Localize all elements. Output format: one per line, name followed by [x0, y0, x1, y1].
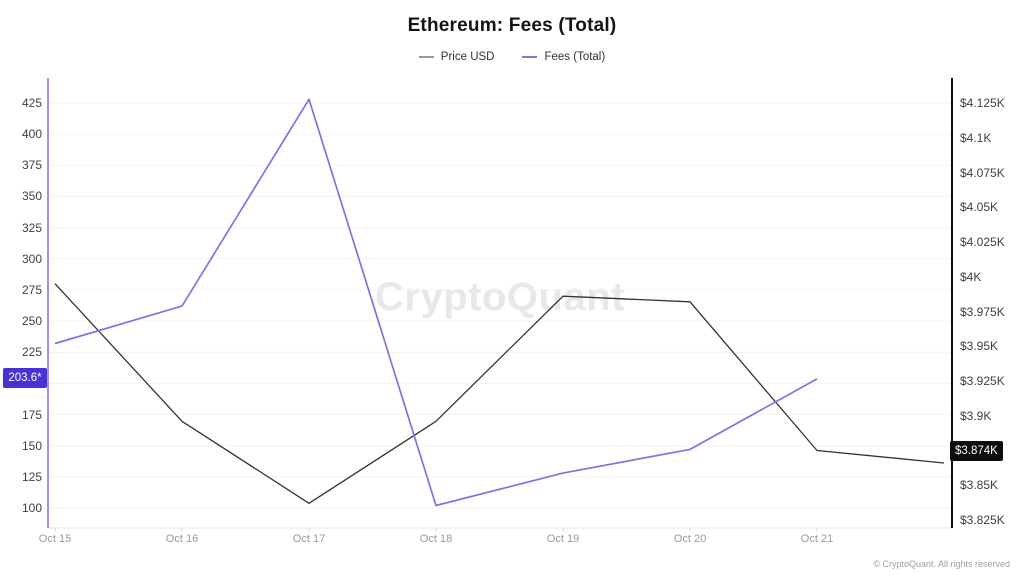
right-axis-tick-label: $3.9K [960, 408, 992, 423]
left-axis-tick-label: 150 [21, 438, 42, 453]
x-axis-date-label: Oct 18 [419, 533, 453, 545]
right-axis-tick-label: $4.1K [960, 130, 992, 145]
price-line [54, 283, 945, 504]
x-axis-date-label: Oct 19 [546, 533, 580, 545]
right-axis-tick-label: $4.05K [960, 200, 999, 215]
left-axis-tick-label: 350 [21, 189, 42, 204]
x-axis-date-label: Oct 15 [38, 533, 72, 545]
chart-title: Ethereum: Fees (Total) [407, 15, 617, 36]
left-axis-tick-label: 175 [21, 407, 42, 422]
legend-label-fees-total: Fees (Total) [544, 51, 606, 63]
left-axis-current-badge: 203.6* [3, 367, 47, 388]
right-axis-tick-label: $4.125K [960, 96, 1005, 110]
right-axis-tick-label: $3.825K [960, 513, 1005, 527]
legend-item-fees-total[interactable]: Fees (Total) [522, 51, 605, 63]
left-axis-tick-label: 375 [21, 158, 42, 173]
legend-item-price-usd[interactable]: Price USD [418, 51, 495, 63]
right-axis-tick-label: $3.925K [960, 374, 1005, 388]
left-axis-tick-label: 100 [21, 501, 42, 515]
right-axis-tick-label: $3.975K [960, 304, 1005, 319]
x-axis-date-label: Oct 21 [800, 533, 834, 545]
left-axis-tick-label: 425 [21, 96, 42, 110]
fees-line [54, 98, 818, 507]
right-axis-tick-label: $4.025K [960, 235, 1005, 249]
left-axis-tick-label: 400 [21, 127, 42, 142]
x-axis-date-label: Oct 17 [292, 533, 326, 545]
price-line-swatch-icon [418, 56, 434, 58]
right-axis-tick-label: $4.075K [960, 165, 1005, 180]
left-axis-tick-label: 225 [21, 345, 42, 360]
left-axis-tick-label: 125 [21, 469, 42, 484]
fees-line-swatch-icon [522, 56, 538, 58]
chart-legend: Price USD Fees (Total) [0, 51, 1024, 63]
left-axis-tick-label: 325 [21, 220, 42, 235]
x-axis-date-label: Oct 20 [673, 533, 707, 545]
right-axis-tick-label: $4K [960, 269, 982, 284]
left-axis-tick-label: 275 [21, 282, 42, 297]
x-axis-date-label: Oct 16 [165, 533, 199, 545]
left-axis-tick-label: 300 [21, 251, 42, 266]
left-axis-tick-label: 250 [21, 314, 42, 329]
right-axis-current-badge: $3.874K [950, 440, 1003, 461]
right-axis-tick-label: $3.95K [960, 339, 999, 354]
right-axis-tick-label: $3.85K [960, 478, 999, 493]
legend-label-price-usd: Price USD [440, 51, 495, 63]
copyright-notice: © CryptoQuant. All rights reserved [873, 559, 1010, 569]
